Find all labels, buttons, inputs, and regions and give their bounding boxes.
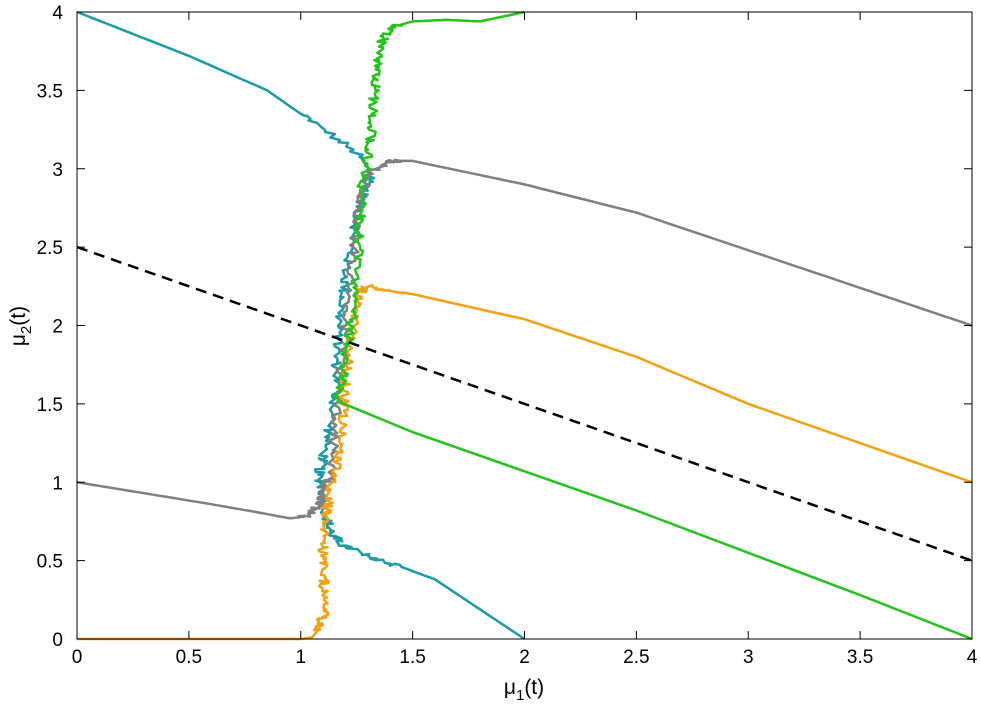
y-axis-label-main: μ	[7, 334, 30, 346]
series-line-green	[333, 10, 525, 401]
y-tick-label: 0.5	[37, 552, 63, 573]
y-tick-label: 2.5	[37, 238, 63, 259]
x-tick-label: 0.5	[176, 647, 202, 668]
y-axis-label-sub: 2	[18, 326, 35, 334]
series-line-green-tail	[336, 399, 973, 641]
y-tick-label: 4	[52, 3, 63, 24]
x-tick-label: 1	[295, 647, 306, 668]
y-tick-label: 1.5	[37, 395, 63, 416]
x-tick-label: 3	[743, 647, 754, 668]
series-line-dashed	[76, 245, 973, 562]
y-axis-label: μ2(t)	[7, 306, 35, 346]
y-tick-label: 0	[52, 630, 63, 651]
ticks-layer: 0 0.5 1 1.5 2 2.5 3 3.5 4 0 0.5 1 1.5 2 2.5 3 3.5 4	[37, 3, 978, 668]
series-layer	[76, 10, 973, 641]
x-tick-label: 0	[72, 647, 83, 668]
y-tick-label: 3.5	[37, 81, 63, 102]
x-tick-label: 4	[967, 647, 978, 668]
y-tick-label: 3	[52, 160, 63, 181]
y-axis-label-tail: (t)	[7, 306, 30, 326]
x-tick-label: 3.5	[847, 647, 873, 668]
series-line-orange	[77, 283, 973, 641]
x-axis-label: μ1(t)	[504, 676, 544, 704]
x-axis-label-sub: 1	[516, 687, 524, 704]
x-axis-label-main: μ	[504, 676, 516, 699]
y-tick-label: 1	[52, 473, 63, 494]
x-tick-label: 2.5	[623, 647, 649, 668]
x-axis-label-tail: (t)	[524, 676, 544, 699]
x-tick-label: 2	[519, 647, 530, 668]
x-tick-label: 1.5	[399, 647, 425, 668]
y-tick-label: 2	[52, 317, 63, 338]
